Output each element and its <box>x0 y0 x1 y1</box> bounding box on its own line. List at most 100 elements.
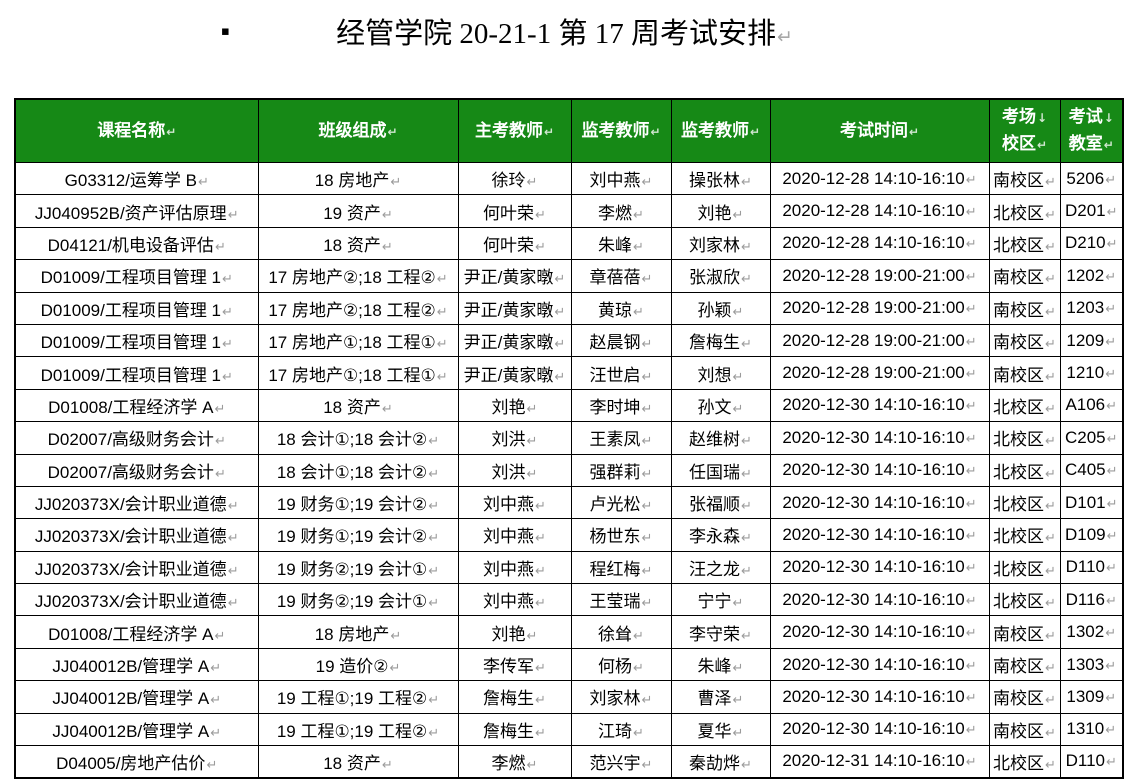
cell-classes[interactable]: 18 房地产↵ <box>257 615 459 649</box>
cell-campus[interactable]: 南校区↵ <box>988 259 1061 293</box>
cell-course[interactable]: D02007/高级财务会计↵ <box>14 453 259 487</box>
cell-examiner[interactable]: 刘洪↵ <box>457 421 572 455</box>
cell-invigilator2[interactable]: 曹泽↵ <box>670 680 771 714</box>
cell-invigilator2[interactable]: 李守荣↵ <box>670 615 771 649</box>
cell-room[interactable]: 1309↵ <box>1059 680 1124 714</box>
cell-campus[interactable]: 南校区↵ <box>988 680 1061 714</box>
cell-room[interactable]: D101↵ <box>1059 485 1124 520</box>
cell-course[interactable]: JJ040012B/管理学 A↵ <box>14 680 259 714</box>
cell-invigilator1[interactable]: 江琦↵ <box>570 712 672 747</box>
cell-invigilator1[interactable]: 黄琼↵ <box>570 291 672 325</box>
cell-campus[interactable]: 北校区↵ <box>988 550 1061 585</box>
cell-room[interactable]: C205↵ <box>1059 421 1124 455</box>
cell-classes[interactable]: 19 工程①;19 工程②↵ <box>257 680 459 714</box>
cell-campus[interactable]: 北校区↵ <box>988 485 1061 520</box>
cell-examiner[interactable]: 刘中燕↵ <box>457 485 572 520</box>
column-header-invigilator1[interactable]: 监考教师↵ <box>570 98 672 163</box>
column-header-time[interactable]: 考试时间↵ <box>769 98 990 163</box>
cell-room[interactable]: D109↵ <box>1059 518 1124 552</box>
cell-course[interactable]: JJ040952B/资产评估原理↵ <box>14 194 259 228</box>
cell-time[interactable]: 2020-12-28 19:00-21:00↵ <box>769 291 990 325</box>
cell-examiner[interactable]: 李传军↵ <box>457 647 572 682</box>
column-header-invigilator2[interactable]: 监考教师↵ <box>670 98 771 163</box>
cell-invigilator1[interactable]: 何杨↵ <box>570 647 672 682</box>
cell-classes[interactable]: 19 造价②↵ <box>257 647 459 682</box>
cell-time[interactable]: 2020-12-30 14:10-16:10↵ <box>769 647 990 682</box>
cell-classes[interactable]: 19 财务①;19 会计②↵ <box>257 518 459 552</box>
cell-campus[interactable]: 南校区↵ <box>988 647 1061 682</box>
cell-campus[interactable]: 南校区↵ <box>988 291 1061 325</box>
cell-time[interactable]: 2020-12-30 14:10-16:10↵ <box>769 421 990 455</box>
cell-invigilator1[interactable]: 刘家林↵ <box>570 680 672 714</box>
cell-campus[interactable]: 北校区↵ <box>988 421 1061 455</box>
cell-examiner[interactable]: 刘洪↵ <box>457 453 572 487</box>
cell-time[interactable]: 2020-12-28 14:10-16:10↵ <box>769 161 990 196</box>
cell-examiner[interactable]: 詹梅生↵ <box>457 712 572 747</box>
cell-examiner[interactable]: 徐玲↵ <box>457 161 572 196</box>
cell-examiner[interactable]: 尹正/黄家暾↵ <box>457 259 572 293</box>
cell-invigilator1[interactable]: 杨世东↵ <box>570 518 672 552</box>
cell-course[interactable]: D01009/工程项目管理 1↵ <box>14 259 259 293</box>
cell-examiner[interactable]: 刘艳↵ <box>457 388 572 423</box>
cell-invigilator2[interactable]: 宁宁↵ <box>670 583 771 617</box>
cell-time[interactable]: 2020-12-30 14:10-16:10↵ <box>769 583 990 617</box>
cell-invigilator2[interactable]: 刘家林↵ <box>670 226 771 261</box>
cell-classes[interactable]: 17 房地产②;18 工程②↵ <box>257 259 459 293</box>
cell-classes[interactable]: 17 房地产①;18 工程①↵ <box>257 323 459 358</box>
cell-course[interactable]: D04005/房地产估价↵ <box>14 745 259 779</box>
cell-classes[interactable]: 19 资产↵ <box>257 194 459 228</box>
cell-time[interactable]: 2020-12-30 14:10-16:10↵ <box>769 680 990 714</box>
cell-course[interactable]: G03312/运筹学 B↵ <box>14 161 259 196</box>
cell-examiner[interactable]: 刘中燕↵ <box>457 583 572 617</box>
cell-examiner[interactable]: 刘中燕↵ <box>457 550 572 585</box>
cell-room[interactable]: D116↵ <box>1059 583 1124 617</box>
cell-time[interactable]: 2020-12-28 19:00-21:00↵ <box>769 259 990 293</box>
cell-invigilator2[interactable]: 张淑欣↵ <box>670 259 771 293</box>
cell-invigilator2[interactable]: 刘想↵ <box>670 356 771 390</box>
cell-room[interactable]: D210↵ <box>1059 226 1124 261</box>
cell-invigilator1[interactable]: 徐耸↵ <box>570 615 672 649</box>
cell-campus[interactable]: 北校区↵ <box>988 194 1061 228</box>
cell-invigilator2[interactable]: 汪之龙↵ <box>670 550 771 585</box>
cell-course[interactable]: JJ020373X/会计职业道德↵ <box>14 583 259 617</box>
column-header-room[interactable]: 考试↓ 教室↵ <box>1059 98 1124 163</box>
cell-invigilator2[interactable]: 刘艳↵ <box>670 194 771 228</box>
cell-classes[interactable]: 18 房地产↵ <box>257 161 459 196</box>
cell-invigilator1[interactable]: 程红梅↵ <box>570 550 672 585</box>
cell-classes[interactable]: 18 会计①;18 会计②↵ <box>257 453 459 487</box>
cell-invigilator2[interactable]: 赵维树↵ <box>670 421 771 455</box>
cell-course[interactable]: JJ020373X/会计职业道德↵ <box>14 518 259 552</box>
cell-invigilator1[interactable]: 刘中燕↵ <box>570 161 672 196</box>
cell-campus[interactable]: 北校区↵ <box>988 583 1061 617</box>
cell-classes[interactable]: 18 资产↵ <box>257 226 459 261</box>
cell-course[interactable]: JJ020373X/会计职业道德↵ <box>14 550 259 585</box>
cell-examiner[interactable]: 尹正/黄家暾↵ <box>457 323 572 358</box>
cell-room[interactable]: 1303↵ <box>1059 647 1124 682</box>
cell-time[interactable]: 2020-12-30 14:10-16:10↵ <box>769 453 990 487</box>
cell-time[interactable]: 2020-12-30 14:10-16:10↵ <box>769 388 990 423</box>
cell-course[interactable]: D04121/机电设备评估↵ <box>14 226 259 261</box>
cell-course[interactable]: D01008/工程经济学 A↵ <box>14 388 259 423</box>
cell-campus[interactable]: 南校区↵ <box>988 712 1061 747</box>
cell-time[interactable]: 2020-12-28 14:10-16:10↵ <box>769 226 990 261</box>
cell-course[interactable]: D01009/工程项目管理 1↵ <box>14 323 259 358</box>
cell-time[interactable]: 2020-12-28 19:00-21:00↵ <box>769 356 990 390</box>
cell-room[interactable]: 1302↵ <box>1059 615 1124 649</box>
page-title[interactable]: 经管学院 20-21-1 第 17 周考试安排 <box>336 18 776 50</box>
cell-invigilator1[interactable]: 章蓓蓓↵ <box>570 259 672 293</box>
cell-course[interactable]: D01008/工程经济学 A↵ <box>14 615 259 649</box>
cell-classes[interactable]: 19 财务②;19 会计①↵ <box>257 550 459 585</box>
cell-course[interactable]: JJ040012B/管理学 A↵ <box>14 647 259 682</box>
cell-examiner[interactable]: 何叶荣↵ <box>457 226 572 261</box>
cell-invigilator2[interactable]: 操张林↵ <box>670 161 771 196</box>
cell-room[interactable]: 1209↵ <box>1059 323 1124 358</box>
cell-campus[interactable]: 北校区↵ <box>988 226 1061 261</box>
cell-invigilator2[interactable]: 张福顺↵ <box>670 485 771 520</box>
cell-invigilator2[interactable]: 夏华↵ <box>670 712 771 747</box>
cell-invigilator1[interactable]: 王素凤↵ <box>570 421 672 455</box>
cell-invigilator1[interactable]: 王莹瑞↵ <box>570 583 672 617</box>
cell-classes[interactable]: 17 房地产②;18 工程②↵ <box>257 291 459 325</box>
cell-invigilator2[interactable]: 詹梅生↵ <box>670 323 771 358</box>
cell-time[interactable]: 2020-12-30 14:10-16:10↵ <box>769 712 990 747</box>
cell-examiner[interactable]: 刘艳↵ <box>457 615 572 649</box>
